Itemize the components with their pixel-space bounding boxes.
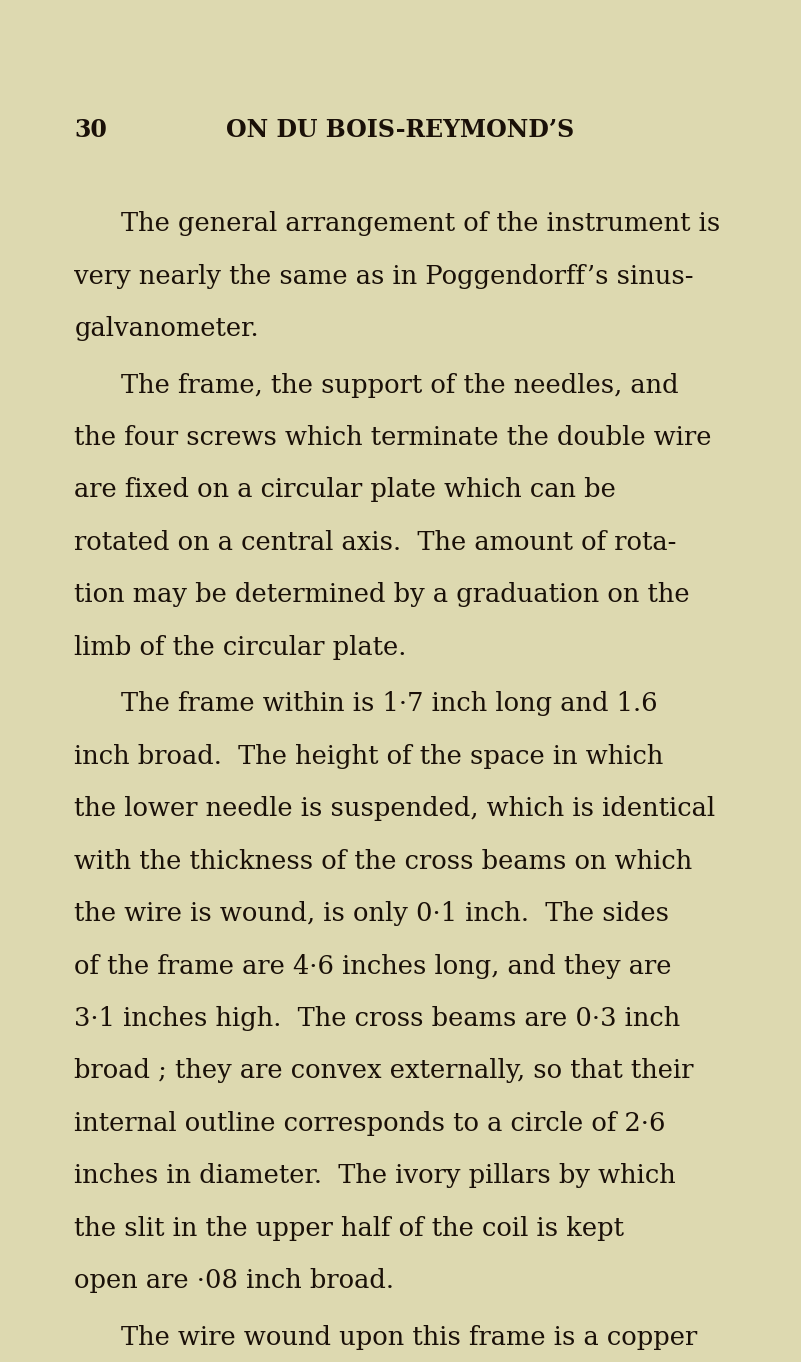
Text: very nearly the same as in Poggendorff’s sinus-: very nearly the same as in Poggendorff’s… xyxy=(74,264,694,289)
Text: The wire wound upon this frame is a copper: The wire wound upon this frame is a copp… xyxy=(121,1325,697,1350)
Text: open are ·08 inch broad.: open are ·08 inch broad. xyxy=(74,1268,395,1294)
Text: The frame, the support of the needles, and: The frame, the support of the needles, a… xyxy=(121,373,678,398)
Text: of the frame are 4·6 inches long, and they are: of the frame are 4·6 inches long, and th… xyxy=(74,953,672,979)
Text: 30: 30 xyxy=(74,118,107,143)
Text: galvanometer.: galvanometer. xyxy=(74,316,259,340)
Text: tion may be determined by a graduation on the: tion may be determined by a graduation o… xyxy=(74,583,690,607)
Text: the slit in the upper half of the coil is kept: the slit in the upper half of the coil i… xyxy=(74,1216,625,1241)
Text: the wire is wound, is only 0·1 inch.  The sides: the wire is wound, is only 0·1 inch. The… xyxy=(74,902,670,926)
Text: the four screws which terminate the double wire: the four screws which terminate the doub… xyxy=(74,425,712,449)
Text: ON DU BOIS-REYMOND’S: ON DU BOIS-REYMOND’S xyxy=(227,118,574,143)
Text: rotated on a central axis.  The amount of rota-: rotated on a central axis. The amount of… xyxy=(74,530,677,554)
Text: internal outline corresponds to a circle of 2·6: internal outline corresponds to a circle… xyxy=(74,1111,666,1136)
Text: inches in diameter.  The ivory pillars by which: inches in diameter. The ivory pillars by… xyxy=(74,1163,676,1189)
Text: The general arrangement of the instrument is: The general arrangement of the instrumen… xyxy=(121,211,720,236)
Text: The frame within is 1·7 inch long and 1.6: The frame within is 1·7 inch long and 1.… xyxy=(121,692,658,716)
Text: limb of the circular plate.: limb of the circular plate. xyxy=(74,635,407,659)
Text: with the thickness of the cross beams on which: with the thickness of the cross beams on… xyxy=(74,849,693,874)
Text: inch broad.  The height of the space in which: inch broad. The height of the space in w… xyxy=(74,744,664,770)
Text: broad ; they are convex externally, so that their: broad ; they are convex externally, so t… xyxy=(74,1058,694,1084)
Text: the lower needle is suspended, which is identical: the lower needle is suspended, which is … xyxy=(74,797,715,821)
Text: 3·1 inches high.  The cross beams are 0·3 inch: 3·1 inches high. The cross beams are 0·3… xyxy=(74,1007,681,1031)
Text: are fixed on a circular plate which can be: are fixed on a circular plate which can … xyxy=(74,478,616,503)
